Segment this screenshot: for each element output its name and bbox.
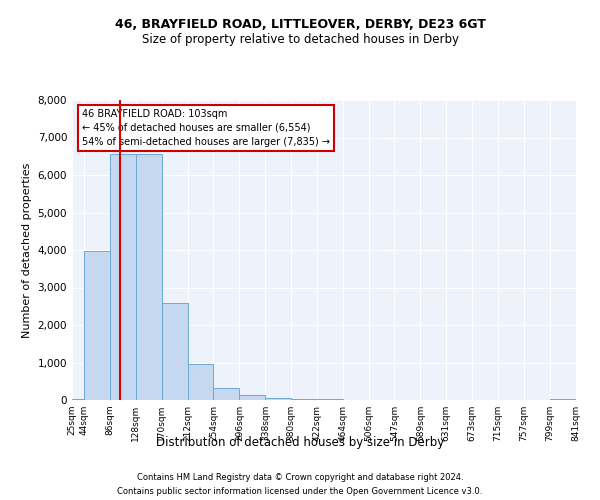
Y-axis label: Number of detached properties: Number of detached properties [22,162,32,338]
Bar [239,395,265,400]
Text: 46, BRAYFIELD ROAD, LITTLEOVER, DERBY, DE23 6GT: 46, BRAYFIELD ROAD, LITTLEOVER, DERBY, D… [115,18,485,30]
Bar [214,388,239,400]
Bar [265,398,291,400]
Text: 46 BRAYFIELD ROAD: 103sqm
← 45% of detached houses are smaller (6,554)
54% of se: 46 BRAYFIELD ROAD: 103sqm ← 45% of detac… [82,109,330,147]
Bar [136,154,161,400]
Bar [161,302,187,400]
Bar [550,398,576,400]
Bar [72,398,84,400]
Bar [291,399,317,400]
Text: Contains public sector information licensed under the Open Government Licence v3: Contains public sector information licen… [118,486,482,496]
Bar [187,364,214,400]
Text: Contains HM Land Registry data © Crown copyright and database right 2024.: Contains HM Land Registry data © Crown c… [137,473,463,482]
Text: Size of property relative to detached houses in Derby: Size of property relative to detached ho… [142,32,458,46]
Bar [84,251,110,400]
Bar [110,154,136,400]
Text: Distribution of detached houses by size in Derby: Distribution of detached houses by size … [156,436,444,449]
